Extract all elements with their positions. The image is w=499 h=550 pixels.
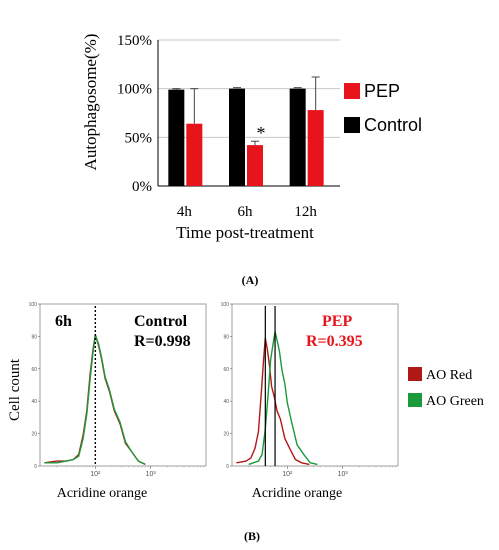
- panel-a-legend: PEP Control: [344, 81, 422, 135]
- y-tick-label: 100: [29, 302, 38, 308]
- y-tick-label: 80: [223, 334, 229, 340]
- y-tick-label: 60: [31, 367, 37, 373]
- panel-a-x-axis-label: Time post-treatment: [176, 223, 314, 242]
- legend-label-ao-red: AO Red: [426, 368, 472, 383]
- legend-swatch-ao-green: [408, 393, 422, 407]
- histogram-pep-r-value: R=0.395: [306, 333, 363, 350]
- legend-swatch-pep: [344, 83, 360, 99]
- panel-b-y-axis-label: Cell count: [7, 358, 23, 421]
- y-tick-label: 150%: [117, 33, 152, 49]
- x-tick-label: 4h: [177, 204, 193, 220]
- x-tick-label: 10³: [338, 471, 349, 478]
- significance-star: *: [257, 123, 266, 143]
- histogram-line-ao-green: [248, 331, 318, 466]
- y-tick-label: 60: [223, 367, 229, 373]
- panel-a-bar-chart: Autophagosome(%) 0% 50% 100% 150% 4h 6h 12h T…: [81, 33, 422, 242]
- plot-frame: [39, 303, 207, 467]
- panel-a-y-axis-label: Autophagosome(%): [81, 34, 100, 171]
- x-tick-label: 10³: [146, 471, 157, 478]
- y-tick-label: 50%: [125, 130, 153, 146]
- y-tick-label: 20: [31, 432, 37, 438]
- histogram-line-ao-green: [44, 334, 146, 466]
- y-tick-label: 40: [223, 399, 229, 405]
- y-tick-label: 40: [31, 399, 37, 405]
- y-tick-label: 0: [34, 464, 37, 470]
- x-tick-label: 10²: [282, 471, 293, 478]
- x-tick-label: 10²: [90, 471, 101, 478]
- bar-control-12h: [289, 88, 306, 186]
- histogram-control: 0 20 40 60 80 100 10² 10³: [29, 302, 207, 478]
- histogram-control-x-label: Acridine orange: [57, 486, 148, 501]
- y-tick-label: 20: [223, 432, 229, 438]
- legend-label-ao-green: AO Green: [426, 394, 484, 409]
- bar-pep-12h: [307, 110, 324, 186]
- legend-swatch-control: [344, 117, 360, 133]
- x-tick-label: 6h: [238, 204, 254, 220]
- x-tick-label: 12h: [294, 204, 317, 220]
- bar-control-4h: [168, 89, 185, 186]
- plot-frame: [231, 303, 399, 467]
- panel-label-a: (A): [242, 273, 259, 287]
- histogram-pep-title: PEP: [322, 313, 352, 330]
- panel-a-y-tick-labels: 0% 50% 100% 150%: [117, 33, 152, 195]
- histogram-control-corner-label: 6h: [55, 313, 72, 330]
- legend-label-control: Control: [364, 115, 422, 135]
- panel-b-histograms: Cell count 0 20 40 60 80 100 10² 10³ 0 20 40 60 80 1…: [7, 302, 484, 501]
- panel-label-b: (B): [244, 529, 260, 543]
- legend-label-pep: PEP: [364, 81, 400, 101]
- bar-control-6h: [229, 88, 245, 186]
- histogram-control-title: Control: [134, 313, 188, 330]
- panel-b-legend: AO Red AO Green: [408, 367, 484, 409]
- histogram-control-r-value: R=0.998: [134, 333, 191, 350]
- y-tick-label: 100%: [117, 82, 152, 98]
- bar-pep-6h: [247, 145, 263, 186]
- bar-pep-4h: [186, 123, 203, 186]
- y-tick-label: 0: [226, 464, 229, 470]
- histogram-pep: 0 20 40 60 80 100 10² 10³: [221, 302, 399, 478]
- y-tick-label: 80: [31, 334, 37, 340]
- legend-swatch-ao-red: [408, 367, 422, 381]
- panel-a-x-tick-labels: 4h 6h 12h: [177, 204, 318, 220]
- y-tick-label: 0%: [132, 179, 152, 195]
- y-tick-label: 100: [221, 302, 230, 308]
- histogram-line-ao-red: [236, 337, 310, 466]
- histogram-pep-x-label: Acridine orange: [252, 486, 343, 501]
- panel-a-bars: [168, 76, 324, 186]
